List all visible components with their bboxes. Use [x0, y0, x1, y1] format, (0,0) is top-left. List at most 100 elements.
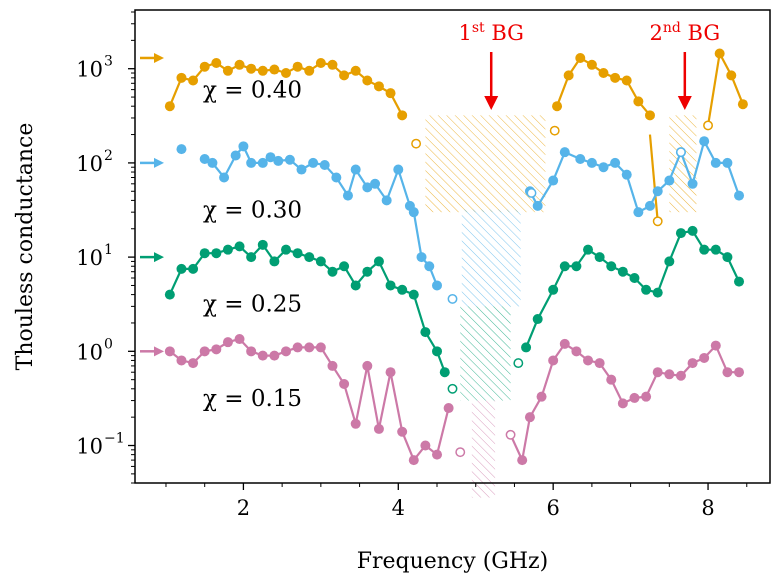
data-point — [188, 358, 199, 369]
data-point — [296, 164, 307, 175]
data-point — [211, 248, 222, 259]
data-point — [385, 280, 396, 291]
series-line — [706, 53, 721, 126]
data-point — [633, 96, 644, 107]
data-point — [571, 346, 582, 357]
data-point — [621, 75, 632, 86]
data-point — [373, 81, 384, 92]
hollow-data-point — [675, 147, 686, 158]
band-gap-hatch-layer — [425, 115, 697, 498]
data-point — [687, 178, 698, 189]
data-point — [176, 144, 187, 155]
data-point — [211, 57, 222, 68]
hollow-data-point — [513, 358, 524, 369]
series-2 — [140, 225, 745, 394]
data-point — [617, 266, 628, 277]
data-point — [664, 175, 675, 186]
y-tick-exponent: 1 — [104, 242, 113, 258]
series-marker-arrow-head — [154, 252, 164, 263]
series-line — [555, 56, 651, 117]
data-point — [734, 190, 745, 201]
data-point — [629, 392, 640, 403]
x-tick-label: 2 — [237, 496, 250, 520]
data-point — [699, 136, 710, 147]
data-point — [342, 190, 353, 201]
data-point — [176, 72, 187, 83]
data-point — [339, 70, 350, 81]
data-point — [629, 273, 640, 284]
data-point — [362, 266, 373, 277]
data-point — [594, 358, 605, 369]
band-gap-label: 1st BG — [458, 20, 523, 45]
data-point — [269, 256, 280, 267]
data-point — [385, 367, 396, 378]
data-point — [699, 244, 710, 255]
series-label: χ = 0.15 — [203, 386, 302, 412]
data-point — [269, 350, 280, 361]
data-point — [548, 175, 559, 186]
data-point — [234, 59, 245, 70]
y-tick-exponent: 0 — [104, 336, 113, 352]
data-point — [532, 314, 543, 325]
data-point — [292, 248, 303, 259]
data-point — [559, 147, 570, 158]
data-point — [606, 374, 617, 385]
data-point — [370, 178, 381, 189]
data-point — [199, 248, 210, 259]
y-tick-exponent: 3 — [104, 54, 113, 70]
data-point — [222, 244, 233, 255]
y-tick-exponent: 2 — [104, 148, 113, 164]
data-point — [273, 155, 284, 166]
plot-frame — [134, 9, 771, 484]
data-point — [737, 99, 748, 110]
series-layer — [140, 48, 748, 466]
data-point — [211, 344, 222, 355]
data-point — [521, 342, 532, 353]
series-marker-arrow-head — [154, 157, 164, 168]
data-point — [606, 261, 617, 272]
hollow-data-point — [447, 383, 458, 394]
data-point — [327, 360, 338, 371]
data-point — [397, 110, 408, 121]
x-tick-label: 8 — [701, 496, 714, 520]
series-marker-arrow-head — [154, 346, 164, 357]
data-point — [199, 346, 210, 357]
x-tick-label: 6 — [546, 496, 559, 520]
data-point — [710, 157, 721, 168]
data-point — [641, 391, 652, 402]
y-tick-exponent: −1 — [104, 431, 125, 447]
data-point — [552, 101, 563, 112]
data-point — [265, 152, 276, 163]
data-point — [219, 172, 230, 183]
data-point — [432, 346, 443, 357]
data-point — [710, 340, 721, 351]
data-point — [176, 263, 187, 274]
data-point — [586, 59, 597, 70]
data-point — [687, 225, 698, 236]
data-point — [362, 182, 373, 193]
data-point — [536, 391, 547, 402]
band-gap-label: 2nd BG — [649, 20, 720, 45]
data-point — [238, 141, 249, 152]
y-axis-label: Thouless conductance — [13, 123, 38, 371]
y-tick-label: 10 — [76, 340, 103, 364]
x-tick-label: 4 — [392, 496, 405, 520]
data-point — [722, 252, 733, 263]
data-point — [594, 252, 605, 263]
data-point — [443, 403, 454, 414]
data-point — [304, 65, 315, 76]
hollow-data-point — [652, 216, 663, 227]
data-point — [246, 63, 257, 74]
data-point — [652, 367, 663, 378]
data-point — [308, 157, 319, 168]
hollow-data-point — [526, 187, 537, 198]
data-point — [246, 157, 257, 168]
band-gap-annotation-layer: 1st BG 2nd BG — [458, 20, 720, 110]
data-point — [559, 338, 570, 349]
data-point — [699, 352, 710, 363]
hollow-data-point — [447, 293, 458, 304]
data-point — [350, 418, 361, 429]
data-point — [571, 261, 582, 272]
data-point — [257, 65, 268, 76]
data-point — [188, 263, 199, 274]
